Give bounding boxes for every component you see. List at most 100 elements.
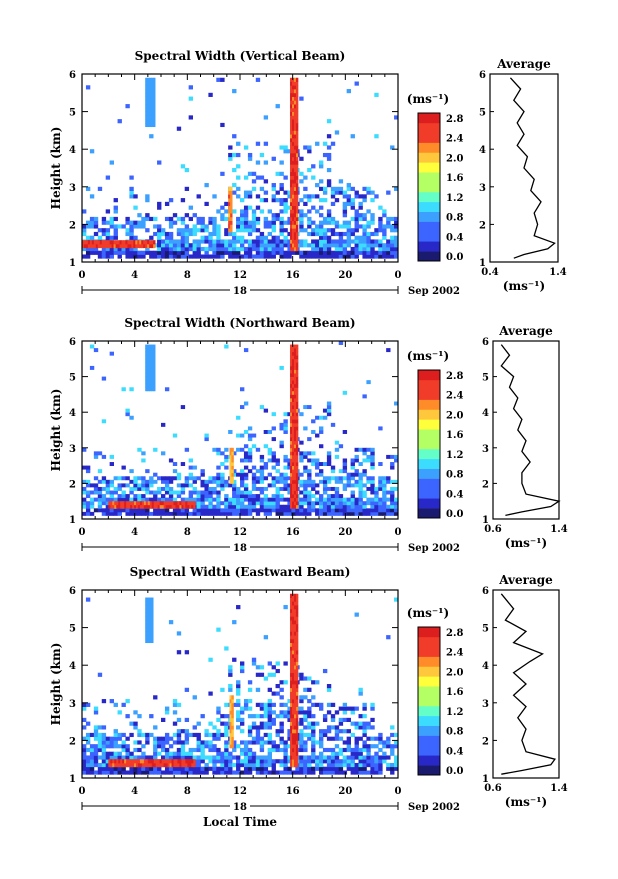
heatmap-cell [196, 766, 201, 771]
heatmap-cell [370, 198, 375, 203]
heatmap-feature-cell [295, 479, 299, 484]
heatmap-cell [224, 243, 229, 248]
heatmap-cell [330, 469, 336, 474]
heatmap-feature-cell [293, 440, 297, 445]
heatmap-feature-cell [145, 81, 148, 86]
heatmap-feature-cell [145, 122, 148, 128]
heatmap-feature-cell [149, 111, 152, 116]
heatmap-feature-cell [290, 447, 293, 452]
heatmap-feature-cell [153, 387, 156, 392]
heatmap-feature-cell [183, 501, 186, 506]
heatmap-cell [129, 415, 134, 420]
heatmap-feature-cell [143, 759, 147, 764]
heatmap-cell [322, 497, 328, 502]
heatmap-cell [342, 209, 348, 214]
heatmap-cell [247, 220, 253, 225]
heatmap-feature-cell [292, 130, 295, 135]
heatmap-cell [180, 198, 186, 203]
heatmap-feature-cell [290, 85, 293, 90]
heatmap-cell [287, 462, 292, 466]
heatmap-cell [287, 465, 292, 470]
heatmap-cell [164, 231, 170, 237]
heatmap-cell [232, 231, 237, 237]
heatmap-cell [109, 755, 114, 760]
heatmap-feature-cell [231, 476, 234, 481]
heatmap-cell [101, 246, 107, 252]
heatmap-cell [378, 239, 383, 244]
heatmap-cell [172, 751, 178, 756]
heatmap-cell [145, 469, 150, 474]
colorbar-swatch [418, 636, 440, 648]
heatmap-cell [382, 231, 387, 237]
heatmap-cell [247, 231, 253, 237]
heatmap-feature-cell [110, 762, 113, 768]
heatmap-cell [196, 216, 201, 222]
heatmap-cell [350, 770, 355, 775]
heatmap-cell [105, 483, 111, 488]
heatmap-cell [216, 447, 221, 452]
heatmap-feature-cell [151, 627, 154, 632]
heatmap-feature-cell [295, 100, 299, 105]
heatmap-cell [283, 465, 288, 470]
heatmap-cell [200, 766, 205, 771]
heatmap-cell [85, 501, 91, 506]
heatmap-cell [240, 661, 245, 666]
heatmap-feature-cell [111, 243, 114, 249]
heatmap-feature-cell [295, 653, 299, 659]
heatmap-feature-cell [124, 501, 127, 506]
heatmap-feature-cell [149, 387, 152, 392]
heatmap-feature-cell [149, 92, 152, 97]
heatmap-cell [267, 672, 272, 677]
heatmap-cell [378, 205, 383, 210]
heatmap-cell [390, 239, 395, 244]
heatmap-feature-cell [293, 213, 297, 218]
heatmap-feature-cell [151, 122, 154, 128]
heatmap-feature-cell [163, 759, 167, 764]
heatmap-cell [109, 254, 114, 259]
heatmap-cell [212, 766, 217, 771]
heatmap-cell [105, 736, 111, 741]
heatmap-cell [82, 770, 87, 775]
heatmap-cell [220, 250, 225, 255]
heatmap-cell [168, 243, 174, 248]
heatmap-feature-cell [147, 351, 150, 356]
heatmap-feature-cell [153, 85, 156, 90]
heatmap-feature-cell [295, 440, 299, 445]
heatmap-cell [101, 508, 107, 513]
heatmap-feature-cell [293, 408, 297, 413]
heatmap-feature-cell [290, 205, 293, 210]
heatmap-feature-cell [153, 358, 156, 363]
heatmap-feature-cell [295, 390, 299, 395]
heatmap-feature-cell [175, 762, 178, 768]
heatmap-cell [212, 239, 217, 244]
heatmap-cell [216, 770, 221, 775]
heatmap-cell [216, 497, 221, 502]
heatmap-feature-cell [292, 653, 295, 659]
heatmap-cell [176, 770, 182, 775]
heatmap-cell [216, 490, 221, 495]
heatmap-cell [326, 725, 332, 730]
heatmap-feature-cell [147, 376, 150, 381]
heatmap-cell [279, 710, 284, 715]
heatmap-feature-cell [82, 240, 85, 245]
heatmap-cell [247, 228, 253, 233]
heatmap-cell [378, 501, 383, 506]
heatmap-cell [326, 755, 332, 760]
heatmap-feature-cell [292, 401, 295, 406]
heatmap-feature-cell [295, 699, 299, 704]
heatmap-cell [354, 497, 359, 502]
heatmap-cell [85, 755, 91, 760]
heatmap-feature-cell [295, 394, 299, 399]
heatmap-cell [394, 762, 399, 768]
heatmap-cell [82, 209, 87, 214]
heatmap-cell [354, 725, 359, 730]
heatmap-cell [82, 497, 87, 502]
heatmap-cell [97, 744, 103, 749]
heatmap-cell [180, 508, 186, 513]
heatmap-cell [224, 501, 229, 506]
heatmap-cell [267, 759, 272, 764]
heatmap-feature-cell [293, 430, 297, 434]
heatmap-cell [319, 479, 324, 484]
heatmap-cell [243, 175, 249, 180]
heatmap-cell [113, 231, 118, 237]
